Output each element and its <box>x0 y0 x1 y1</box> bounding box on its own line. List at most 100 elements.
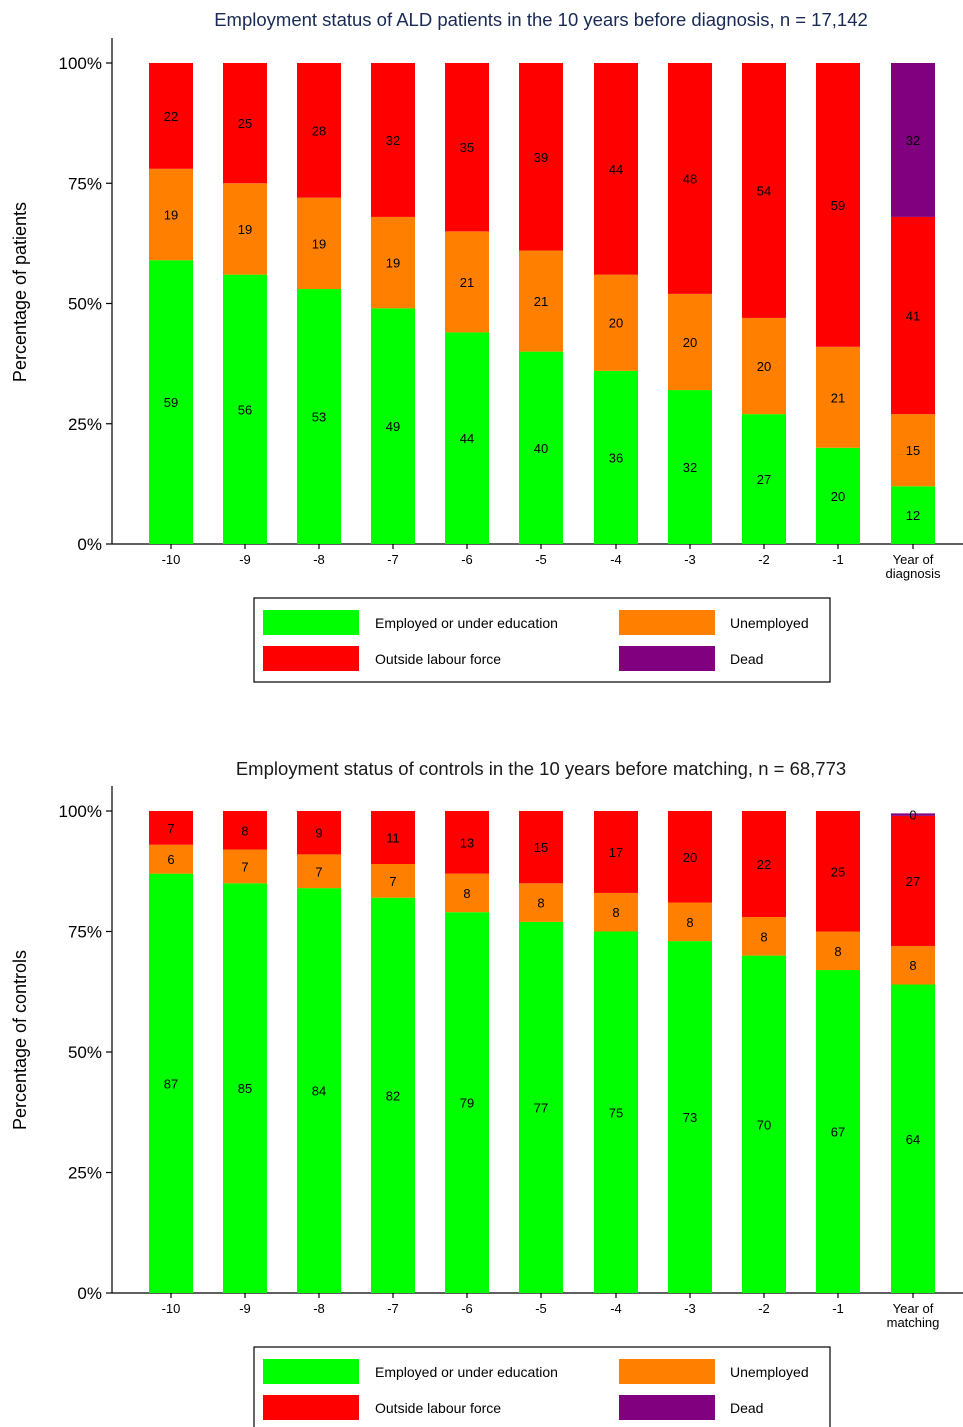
legend-label-dead: Dead <box>730 651 763 667</box>
data-label: 44 <box>609 162 623 177</box>
bar-segment-outside <box>223 63 267 184</box>
data-label: 20 <box>683 850 697 865</box>
bar-segment-unemployed <box>594 892 638 932</box>
data-label: 35 <box>460 140 474 155</box>
bar-segment-unemployed <box>149 844 193 874</box>
bar-segment-outside <box>891 815 935 946</box>
legend-swatch-employed <box>263 1359 359 1384</box>
x-tick-label: -4 <box>610 552 622 567</box>
bar-segment-unemployed <box>371 216 415 309</box>
data-label: 21 <box>460 275 474 290</box>
data-label: 59 <box>831 198 845 213</box>
legend: Employed or under education Unemployed Out… <box>253 1346 831 1427</box>
data-label: 8 <box>537 896 544 911</box>
y-tick-label: 75% <box>68 174 102 193</box>
bar-segment-employed <box>445 332 489 544</box>
bar-segment-employed <box>445 912 489 1293</box>
data-label: 36 <box>609 450 623 465</box>
data-label: 59 <box>164 395 178 410</box>
bar-segment-employed <box>742 955 786 1293</box>
bar-segment-outside <box>149 811 193 845</box>
x-tick-label: -10 <box>162 1301 181 1316</box>
bar-segment-outside <box>668 63 712 294</box>
x-tick-label: -2 <box>758 1301 770 1316</box>
legend-swatch-unemployed <box>619 1359 715 1384</box>
data-label: 21 <box>831 390 845 405</box>
x-tick-label: -8 <box>313 1301 325 1316</box>
bar-segment-unemployed <box>519 250 563 352</box>
bar-segment-employed <box>891 984 935 1293</box>
bar-segment-employed <box>297 888 341 1293</box>
bar-segment-employed <box>297 289 341 544</box>
bar-segment-employed <box>594 931 638 1293</box>
bar-segment-unemployed <box>816 931 860 971</box>
bar-segment-unemployed <box>594 274 638 371</box>
data-label: 8 <box>760 929 767 944</box>
data-label: 22 <box>757 857 771 872</box>
bar-segment-employed <box>668 390 712 544</box>
bar-segment-outside <box>742 63 786 318</box>
bar-segment-unemployed <box>891 945 935 985</box>
bar-segment-employed <box>742 414 786 544</box>
data-label: 85 <box>238 1081 252 1096</box>
bar-segment-employed <box>223 274 267 544</box>
data-label: 25 <box>238 116 252 131</box>
legend-swatch-unemployed <box>619 610 715 635</box>
x-tick-label: -1 <box>832 1301 844 1316</box>
x-tick-label: -4 <box>610 1301 622 1316</box>
bar-segment-outside <box>668 811 712 903</box>
data-label: 22 <box>164 109 178 124</box>
data-label: 40 <box>534 441 548 456</box>
data-label: 7 <box>241 859 248 874</box>
bar-segment-unemployed <box>371 864 415 898</box>
x-tick-label: -1 <box>832 552 844 567</box>
data-label: 64 <box>906 1132 920 1147</box>
data-label: 48 <box>683 171 697 186</box>
chart-title: Employment status of controls in the 10 … <box>236 758 846 779</box>
bar-segment-outside <box>594 811 638 893</box>
x-tick-label: -10 <box>162 552 181 567</box>
data-label: 77 <box>534 1100 548 1115</box>
bar-segment-outside <box>149 63 193 169</box>
data-label: 15 <box>534 840 548 855</box>
legend-swatch-dead <box>619 1395 715 1420</box>
y-tick-label: 25% <box>68 415 102 434</box>
chart-patients: Employment status of ALD patients in the… <box>10 9 963 683</box>
bar-segment-employed <box>371 308 415 544</box>
data-label: 39 <box>534 150 548 165</box>
x-tick-label: -7 <box>387 552 399 567</box>
legend-label-dead: Dead <box>730 1400 763 1416</box>
x-tick-label: -3 <box>684 1301 696 1316</box>
data-label: 6 <box>167 852 174 867</box>
data-label: 67 <box>831 1125 845 1140</box>
bar-segment-outside <box>519 63 563 251</box>
bar-segment-unemployed <box>742 917 786 956</box>
x-tick-label: Year of matching <box>887 1301 940 1330</box>
bar-segment-outside <box>519 811 563 884</box>
legend-label-unemployed: Unemployed <box>730 1364 809 1380</box>
bar-segment-outside <box>223 811 267 850</box>
data-label: 8 <box>241 823 248 838</box>
data-label: 54 <box>757 183 771 198</box>
bar-segment-unemployed <box>445 873 489 913</box>
x-tick-label: -9 <box>239 552 251 567</box>
legend-label-employed: Employed or under education <box>375 1364 558 1380</box>
x-tick-label: Year of diagnosis <box>886 552 941 581</box>
data-label: 75 <box>609 1105 623 1120</box>
bar-segment-unemployed <box>223 849 267 884</box>
data-label: 49 <box>386 419 400 434</box>
data-label: 44 <box>460 431 474 446</box>
data-label: 20 <box>757 359 771 374</box>
data-label: 87 <box>164 1076 178 1091</box>
data-label: 20 <box>609 316 623 331</box>
data-label: 41 <box>906 309 920 324</box>
bar-segment-employed <box>891 486 935 544</box>
data-label: 79 <box>460 1096 474 1111</box>
y-tick-label: 50% <box>68 295 102 314</box>
bar-segment-unemployed <box>668 902 712 942</box>
bar-segment-outside <box>891 216 935 415</box>
x-tick-label: -6 <box>461 1301 473 1316</box>
data-label: 27 <box>906 874 920 889</box>
y-tick-label: 25% <box>68 1164 102 1183</box>
